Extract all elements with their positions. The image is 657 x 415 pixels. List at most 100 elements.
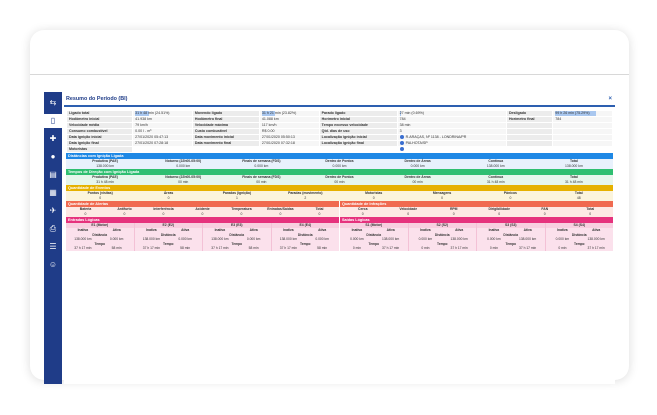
summary-label: Data movimento final [192,141,259,146]
column-header: Contínua [488,175,504,179]
plus-icon[interactable]: ✚ [49,134,57,143]
column-header: Produtiva (PAE) [92,159,118,163]
summary-value [260,147,319,152]
summary-label: Data movimento inicial [192,135,259,140]
distance-label: Distância [229,232,245,237]
cell-value: 0.000 km [176,164,191,168]
grid-header-row: Produtiva (PAE) Noturno (22h00-05:00) Fina… [66,159,613,164]
column-header: Temperatura [231,207,252,211]
active-label: Ativa [112,228,121,232]
location-pin-icon [399,147,404,152]
summary-value: 79 km/h [133,123,192,128]
column-header: Cerca [358,207,368,211]
logical-io-column: E3 (E3) Inativa Ativa Distância 138.000 km 0.… [203,223,272,251]
column-header: Mensagens [432,191,452,195]
inactive-label: Inativa [351,228,363,232]
time-label: Tempo [436,241,448,246]
io-column-header: E3 (E3) [203,223,271,228]
progress-desligado [555,111,597,116]
cell-value: 138.000 km [486,164,505,168]
summary-label: Hodômetro inicial [67,117,133,122]
period-summary-panel: Resumo do Período (BI) × Ligado total 31… [64,94,615,384]
location-text: PALHOTA/SP [405,141,428,145]
summary-label [506,141,553,146]
io-time-row: 0 min 37 h 17 min [477,246,545,251]
summary-row: Motoristas [67,147,612,152]
time-label: Tempo [505,241,517,246]
logical-io-column: E1 (Motor) Inativa Ativa Distância 138.000 k… [66,223,135,251]
progress-parado [399,111,401,116]
column-header: Contínua [488,159,504,163]
inactive-distance: 138.000 km [279,237,297,242]
summary-label: Consumo combustível [67,129,133,134]
summary-row: Hodômetro inicial 41.938 km Hodômetro fina… [67,117,612,122]
app: ⇆ ▯ ✚ ● ▤ ▦ ✈ ⎙ ☰ ☺ Resumo do Período (B… [44,92,615,384]
time-label: Tempo [94,241,106,246]
document-icon[interactable]: ▯ [44,114,62,128]
column-header: Pontos (visitas) [87,191,113,195]
summary-label: Velocidade máxima [192,123,259,128]
logical-io-row: Entradas Lógicas E1 (Motor) Inativa Ativa D… [66,217,613,251]
column-header: FAN [541,207,549,211]
close-icon[interactable]: × [608,96,612,102]
summary-label: Horímetro final [506,117,553,122]
summary-label [320,147,397,152]
active-distance: 0.000 km [178,237,192,242]
inactive-label: Inativa [214,228,226,232]
summary-label: Hodômetro final [192,117,259,122]
menu-icon[interactable]: ⇆ [49,98,57,107]
summary-label [507,147,552,152]
summary-label: Velocidade média [67,123,133,128]
section-header: Tempos de Direção com Ignição Ligada [66,169,613,175]
logical-io-column: S1 (Motor) Inativa Ativa Distância 0.000 km 1… [340,223,409,251]
events-section: Quantidade de Eventos Pontos (visitas) Ár… [66,185,613,201]
column-header: Acidente [195,207,210,211]
top-bar [30,30,629,75]
list-icon[interactable]: ☰ [49,242,57,251]
grid-value-row: 0 0 0 0 0 0 [340,212,613,217]
inactive-label: Inativa [488,228,500,232]
user-icon[interactable]: ☺ [48,260,58,269]
route-icon[interactable]: ✈ [49,206,57,215]
column-header: Finais de semana (FDS) [242,175,281,179]
io-time-row: 37 h 17 min 58 min [203,246,271,251]
inactive-distance: 138.000 km [142,237,160,242]
location-icon[interactable]: ● [50,152,56,161]
logical-io-column: S4 (S4) Inativa Ativa Distância 0.000 km 138.… [545,223,614,251]
inactive-distance: 0.000 km [555,237,570,242]
summary-value [553,147,612,152]
summary-row: Ligado total 31 h 48 min (24.51%) Movend… [67,111,612,116]
logical-io-column: E4 (E4) Inativa Ativa Distância 138.000 km 0.… [271,223,339,251]
io-column-header: S4 (S4) [545,223,613,228]
location-text: R.ARAÇAS, Nº 1138 - LONDRINA/PR [405,135,467,139]
print-icon[interactable]: ⎙ [49,224,57,233]
cell-value: 0 [167,196,170,200]
inactive-time: 37 h 17 min [74,246,92,251]
calendar-icon[interactable]: ▦ [49,188,57,197]
io-column-header: S2 (S2) [408,223,476,228]
column-header: Dentro de Áreas [404,175,431,179]
report-icon[interactable]: ▤ [49,170,57,179]
grid-header-row: Produtiva (PAE) Noturno (22h00-05:00) Fina… [66,175,613,180]
cell-value: 0 [452,212,455,216]
summary-label: Horímetro inicial [319,117,397,122]
summary-value [133,147,192,152]
summary-value [553,141,612,146]
active-distance: 138.000 km [382,237,400,242]
io-state-row: Inativa Ativa [546,228,614,233]
section-header: Entradas Lógicas [66,217,339,223]
panel-title: Resumo do Período (BI) × [64,94,615,107]
distance-label: Distância [297,232,313,237]
io-state-row: Inativa Ativa [409,228,477,233]
time-label: Tempo [231,241,243,246]
logical-io-column: S3 (S3) Inativa Ativa Distância 0.000 km 138.… [477,223,546,251]
column-header: Motoristas [365,191,383,195]
summary-value: 117 km/h [259,123,319,128]
column-header: Dentro de Pontos [325,175,354,179]
logical-io-grid: E1 (Motor) Inativa Ativa Distância 138.000 k… [66,223,339,251]
io-time-row: 0 min 37 h 17 min [546,246,614,251]
cell-value: 0 [372,196,375,200]
cell-value: 0.000 km [410,164,425,168]
summary-label [506,135,553,140]
inactive-time: 0 min [558,246,567,251]
